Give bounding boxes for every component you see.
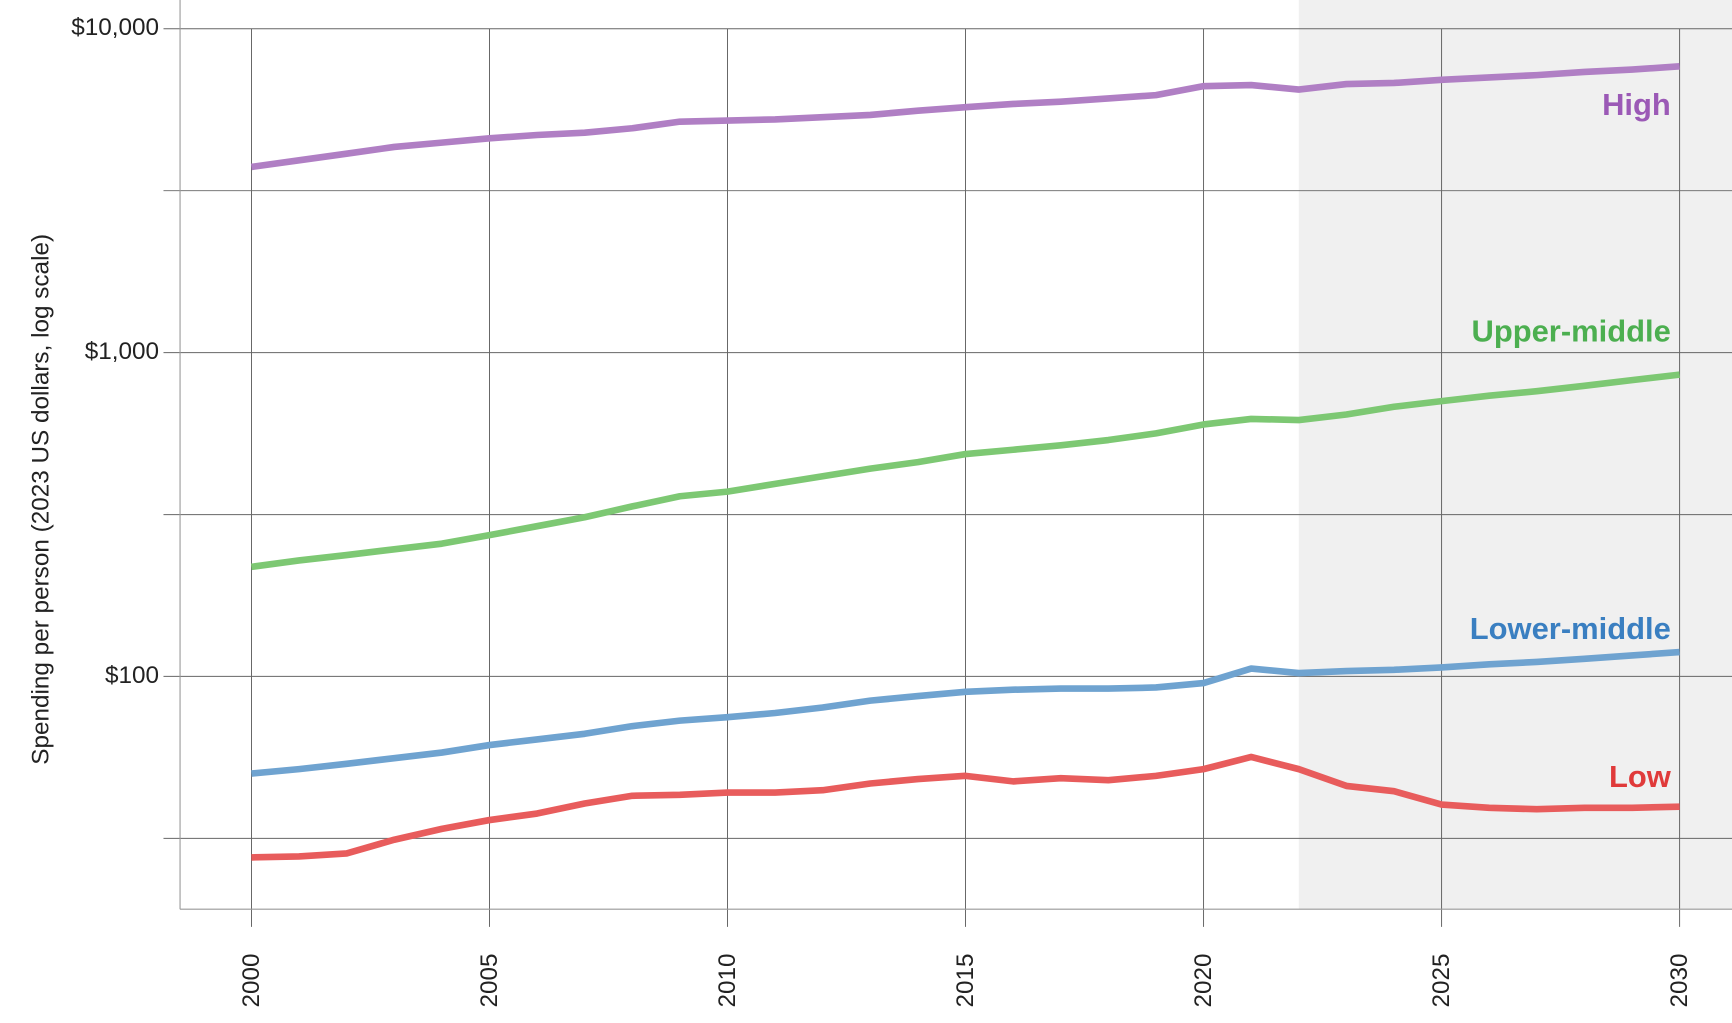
x-tick-label-2005: 2005 [476, 953, 503, 1007]
x-tick-label-2000: 2000 [238, 953, 265, 1007]
x-tick-label-2015: 2015 [952, 953, 979, 1007]
series-labels: High Upper-middle Lower-middle Low [1470, 87, 1672, 794]
projection-shading [1298, 0, 1732, 910]
y-tick-label-10000: $10,000 [71, 14, 159, 41]
x-tick-label-2030: 2030 [1666, 953, 1693, 1007]
series-label-upper-middle: Upper-middle [1472, 313, 1671, 348]
x-tick-label-2020: 2020 [1190, 953, 1217, 1007]
series-lines [250, 62, 1681, 861]
y-tick-label-100: $100 [105, 662, 159, 689]
series-label-high: High [1602, 87, 1671, 122]
y-tick-label-1000: $1,000 [85, 338, 159, 365]
x-tick-label-2025: 2025 [1428, 953, 1455, 1007]
x-tick-label-2010: 2010 [714, 953, 741, 1007]
series-label-low: Low [1609, 759, 1672, 794]
axes: 2000 2005 2010 2015 2020 2025 2030 $10,000 $1,00… [71, 0, 1732, 1008]
y-axis-title: Spending per person (2023 US dollars, lo… [27, 234, 54, 765]
series-label-lower-middle: Lower-middle [1470, 611, 1671, 646]
gridlines [163, 28, 1732, 927]
